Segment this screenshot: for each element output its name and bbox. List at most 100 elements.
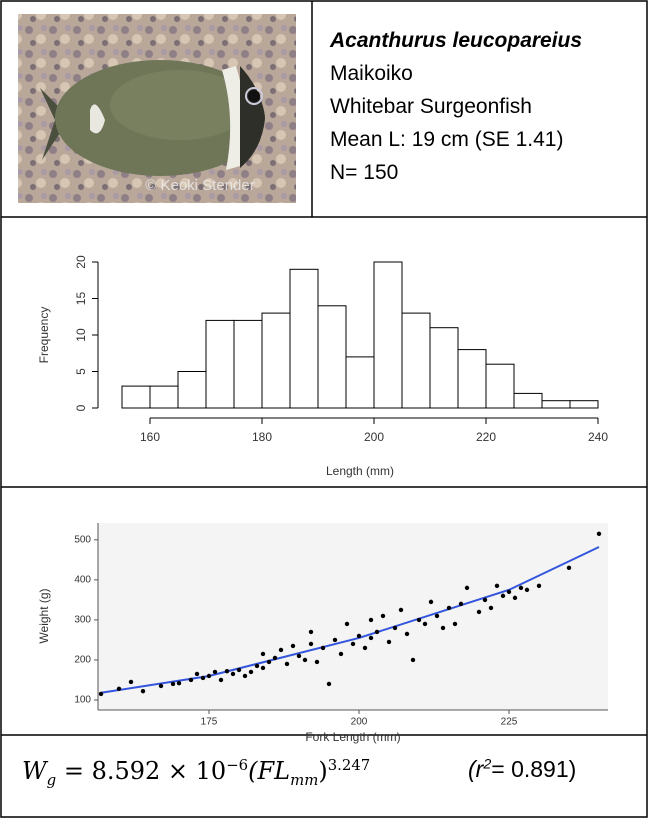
photo-credit: © Keoki Stender <box>145 177 254 194</box>
point <box>212 669 218 675</box>
r2-sup: 2 <box>483 756 492 773</box>
point <box>224 668 230 674</box>
point <box>518 585 524 591</box>
y-tick-label: 20 <box>74 255 88 269</box>
scientific-name: Acanthurus leucopareius <box>330 29 583 52</box>
bar <box>513 392 543 409</box>
point <box>476 609 482 615</box>
y-tick-label: 5 <box>74 368 88 375</box>
point <box>248 669 254 675</box>
point <box>332 637 338 643</box>
mean-length: Mean L: 19 cm (SE 1.41) <box>330 128 564 151</box>
eq-variable: (FL <box>248 757 291 785</box>
point <box>308 641 314 647</box>
sample-size: N= 150 <box>330 161 399 184</box>
x-tick-label: 180 <box>252 430 272 444</box>
point <box>380 613 386 619</box>
point <box>368 617 374 623</box>
common-name: Whitebar Surgeonfish <box>330 95 532 118</box>
bar <box>569 400 599 409</box>
y-axis-title: Weight (g) <box>37 588 51 643</box>
bar <box>233 319 263 409</box>
point <box>512 595 518 601</box>
point <box>566 565 572 571</box>
point <box>260 665 266 671</box>
point <box>308 629 314 635</box>
x-tick-label: 200 <box>364 430 384 444</box>
eq-variable-sub: mm <box>290 770 319 789</box>
point <box>116 686 122 691</box>
x-tick-label: 160 <box>140 430 160 444</box>
x-tick-label: 220 <box>476 430 496 444</box>
point <box>482 597 488 603</box>
point <box>410 657 416 663</box>
bar <box>373 261 403 409</box>
y-tick-label: 500 <box>74 534 91 545</box>
y-tick-label: 300 <box>74 615 91 626</box>
point <box>230 671 236 677</box>
bar <box>317 305 347 409</box>
point <box>374 629 380 635</box>
point <box>320 645 326 651</box>
x-tick-label: 200 <box>351 717 368 728</box>
eq-close: ) <box>318 757 328 785</box>
point <box>488 605 494 611</box>
point <box>236 667 242 673</box>
point <box>266 659 272 665</box>
point <box>254 663 260 669</box>
point <box>440 625 446 631</box>
point <box>314 659 320 665</box>
point <box>296 653 302 659</box>
bar <box>121 385 151 409</box>
point <box>536 583 542 589</box>
point <box>356 633 362 639</box>
x-axis-title: Length (mm) <box>326 464 394 478</box>
point <box>302 657 308 663</box>
point <box>404 631 410 637</box>
y-tick-label: 10 <box>74 328 88 342</box>
y-axis-title: Frequency <box>37 307 51 364</box>
point <box>596 531 602 537</box>
point <box>434 613 440 619</box>
bar <box>261 312 291 409</box>
eq-exponent: −6 <box>226 756 249 774</box>
bar <box>149 385 179 409</box>
point <box>272 655 278 661</box>
point <box>140 688 146 694</box>
panel <box>98 523 608 710</box>
r-squared: (r2= 0.891) <box>468 756 576 783</box>
y-tick-label: 200 <box>74 655 91 666</box>
y-tick-label: 0 <box>74 404 88 411</box>
r2-open: (r <box>468 756 484 782</box>
x-tick-label: 240 <box>588 430 608 444</box>
point <box>188 677 194 683</box>
point <box>416 617 422 623</box>
point <box>446 605 452 611</box>
x-tick-label: 175 <box>201 717 218 728</box>
bar <box>541 400 571 409</box>
point <box>458 601 464 607</box>
point <box>176 680 182 686</box>
r2-value: = 0.891) <box>491 756 577 782</box>
point <box>326 681 332 687</box>
point <box>218 677 224 683</box>
y-tick-label: 15 <box>74 292 88 306</box>
eq-lhs: W <box>22 757 47 785</box>
bar <box>401 312 431 409</box>
point <box>368 635 374 641</box>
bar <box>177 371 207 409</box>
point <box>500 593 506 599</box>
bar <box>429 327 459 409</box>
point <box>206 673 212 679</box>
point <box>200 675 206 681</box>
eq-middle: = 8.592 × 10 <box>63 757 227 785</box>
y-tick-label: 100 <box>74 695 91 706</box>
hawaiian-name: Maikoiko <box>330 62 413 85</box>
point <box>506 589 512 595</box>
point <box>290 643 296 649</box>
point <box>158 683 164 689</box>
point <box>128 679 134 685</box>
